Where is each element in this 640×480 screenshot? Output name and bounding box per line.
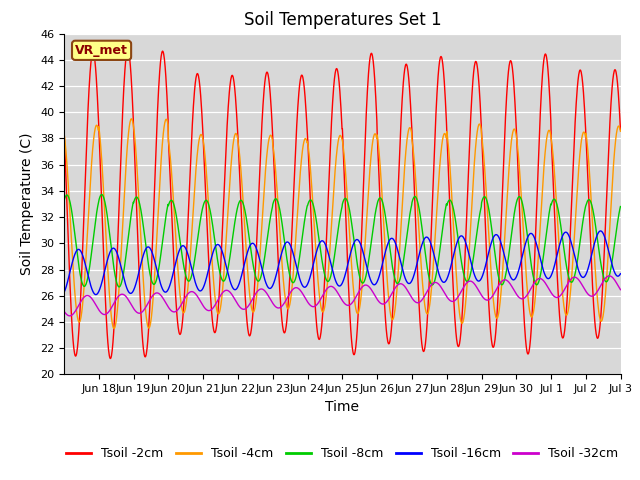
Tsoil -2cm [60,125,68,131]
Tsoil -2cm [616,127,624,132]
Tsoil -4cm [148,311,156,317]
Tsoil -2cm [474,70,482,75]
Text: VR_met: VR_met [75,44,128,57]
Tsoil -4cm [60,130,68,135]
Tsoil -8cm [98,192,106,197]
Tsoil -4cm [616,128,624,134]
Tsoil -32cm [60,308,68,314]
Tsoil -8cm [474,222,482,228]
Tsoil -32cm [610,276,618,282]
Tsoil -16cm [596,228,604,234]
X-axis label: Time: Time [325,400,360,414]
Tsoil -32cm [328,284,336,289]
Tsoil -16cm [60,290,68,296]
Tsoil -16cm [148,248,156,253]
Line: Tsoil -8cm: Tsoil -8cm [64,194,620,287]
Tsoil -8cm [318,256,326,262]
Tsoil -8cm [115,284,123,290]
Legend: Tsoil -2cm, Tsoil -4cm, Tsoil -8cm, Tsoil -16cm, Tsoil -32cm: Tsoil -2cm, Tsoil -4cm, Tsoil -8cm, Tsoi… [61,442,623,465]
Title: Soil Temperatures Set 1: Soil Temperatures Set 1 [244,11,441,29]
Tsoil -4cm [318,307,326,313]
Tsoil -4cm [328,209,336,215]
Y-axis label: Soil Temperature (C): Soil Temperature (C) [20,133,35,275]
Tsoil -16cm [610,268,618,274]
Tsoil -8cm [148,278,156,284]
Tsoil -32cm [616,287,624,292]
Tsoil -4cm [127,116,135,122]
Tsoil -2cm [106,356,114,361]
Tsoil -32cm [148,295,156,300]
Tsoil -8cm [556,215,563,220]
Tsoil -8cm [328,266,336,272]
Tsoil -2cm [556,312,563,318]
Tsoil -8cm [616,204,624,209]
Tsoil -16cm [328,265,336,271]
Tsoil -16cm [556,244,563,250]
Line: Tsoil -16cm: Tsoil -16cm [64,231,620,295]
Tsoil -16cm [616,271,624,276]
Tsoil -2cm [328,106,336,111]
Line: Tsoil -2cm: Tsoil -2cm [64,49,620,359]
Tsoil -16cm [317,238,325,244]
Tsoil -4cm [556,250,563,256]
Tsoil -2cm [124,47,132,52]
Tsoil -8cm [60,198,68,204]
Tsoil -32cm [66,313,74,319]
Tsoil -4cm [110,325,118,331]
Tsoil -32cm [317,295,325,300]
Tsoil -32cm [556,294,563,300]
Line: Tsoil -32cm: Tsoil -32cm [64,276,620,316]
Tsoil -4cm [474,124,482,130]
Tsoil -16cm [92,292,100,298]
Tsoil -4cm [610,156,618,162]
Tsoil -2cm [148,260,156,265]
Tsoil -32cm [474,286,481,292]
Tsoil -32cm [605,273,613,279]
Tsoil -16cm [474,278,481,284]
Tsoil -2cm [610,70,618,75]
Tsoil -2cm [318,323,326,328]
Tsoil -8cm [610,246,618,252]
Line: Tsoil -4cm: Tsoil -4cm [64,119,620,328]
